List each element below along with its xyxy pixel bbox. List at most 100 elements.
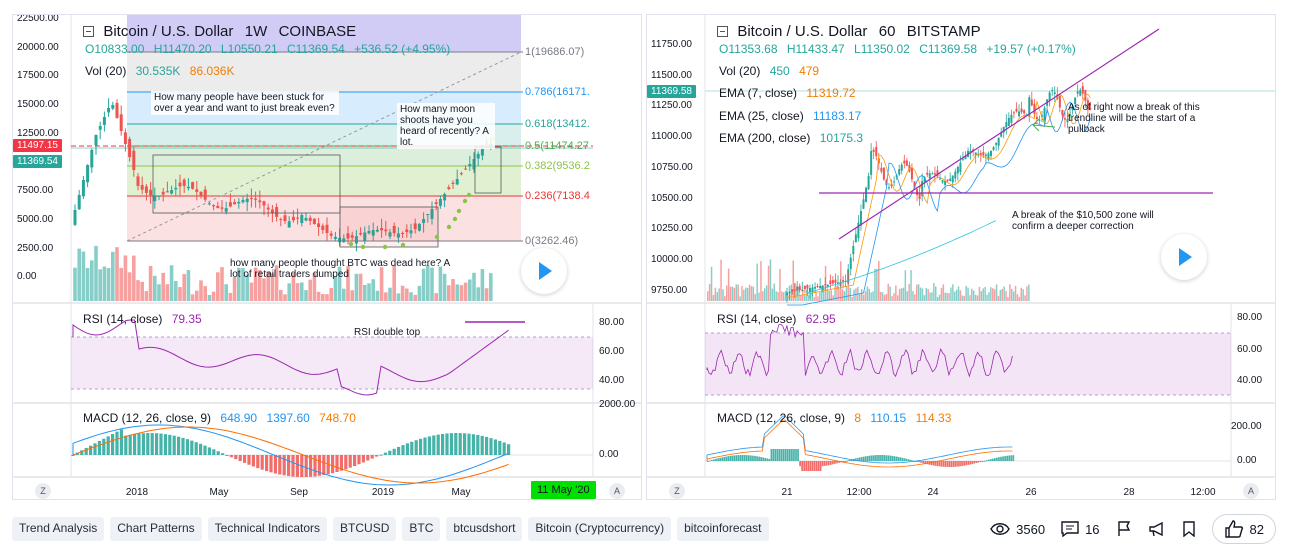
share-button[interactable] xyxy=(1148,521,1166,537)
candle-body xyxy=(380,228,384,231)
macd-histogram-bar xyxy=(965,461,967,466)
candle-body xyxy=(262,201,266,206)
note-moon[interactable]: How many moon shoots have you heard of r… xyxy=(397,103,495,149)
candle-body xyxy=(898,169,901,175)
chart-panel-left[interactable]: Bitcoin / U.S. Dollar 1W COINBASE O10833… xyxy=(12,14,642,500)
macd-value-1: 8 xyxy=(854,411,862,425)
macd-histogram-bar xyxy=(181,437,185,455)
macd-histogram-bar xyxy=(998,457,1000,461)
play-icon[interactable] xyxy=(521,248,567,294)
volume-bar xyxy=(845,286,848,301)
note-trendline[interactable]: As of right now a break of this trendlin… xyxy=(1068,102,1200,135)
macd-histogram-bar xyxy=(866,455,869,461)
candle-body xyxy=(182,179,186,186)
macd-histogram-bar xyxy=(476,434,480,455)
comments-button[interactable]: 16 xyxy=(1061,521,1100,537)
volume-bar xyxy=(718,288,720,301)
macd-histogram-bar xyxy=(959,461,961,467)
macd-histogram-bar xyxy=(278,455,282,475)
candle-body xyxy=(165,191,169,193)
chart-panel-right[interactable]: Bitcoin / U.S. Dollar 60 BITSTAMP O11353… xyxy=(646,14,1276,500)
volume-bar xyxy=(1009,284,1011,301)
candle-body xyxy=(1012,112,1015,114)
tag[interactable]: Technical Indicators xyxy=(207,517,328,541)
macd-value-3: 114.33 xyxy=(915,411,952,425)
like-button[interactable]: 82 xyxy=(1211,514,1276,544)
macd-histogram-bar xyxy=(811,461,814,471)
macd-histogram-bar xyxy=(397,446,401,455)
volume-bar xyxy=(165,284,170,301)
macd-histogram-bar xyxy=(119,429,123,455)
tag[interactable]: bitcoinforecast xyxy=(677,517,769,541)
volume-bar xyxy=(287,283,291,301)
tag[interactable]: BTC xyxy=(402,517,441,541)
candle-body xyxy=(926,172,929,175)
volume-bar xyxy=(722,289,724,301)
candle-body xyxy=(1071,105,1074,111)
volume-bar xyxy=(885,293,888,301)
volume-bar xyxy=(232,276,237,301)
play-icon[interactable] xyxy=(1161,234,1207,280)
tag[interactable]: Trend Analysis xyxy=(12,517,105,541)
price-tick: 10000.00 xyxy=(651,253,693,265)
macd-histogram-bar xyxy=(304,455,308,477)
volume-bar xyxy=(828,290,831,301)
volume-bar xyxy=(1018,296,1021,301)
collapse-icon[interactable] xyxy=(83,26,94,37)
chart-canvas-right[interactable] xyxy=(647,15,1276,500)
candle-body xyxy=(1030,99,1033,106)
ohlc-open: O10833.00 xyxy=(85,42,145,56)
flag-button[interactable] xyxy=(1116,521,1132,537)
ema25-legend: EMA (25, close) 11183.17 xyxy=(719,109,861,123)
candle-body xyxy=(834,279,837,283)
tag[interactable]: Bitcoin (Cryptocurrency) xyxy=(528,517,672,541)
tag[interactable]: btcusdshort xyxy=(446,517,523,541)
zoom-icon[interactable]: Z xyxy=(669,483,685,499)
tag[interactable]: BTCUSD xyxy=(333,517,397,541)
zoom-icon[interactable]: Z xyxy=(35,483,51,499)
note-dead[interactable]: how many people thought BTC was dead her… xyxy=(230,258,450,280)
candle-body xyxy=(119,114,123,131)
macd-histogram-bar xyxy=(743,455,746,461)
auto-scale-icon[interactable]: A xyxy=(1243,483,1259,499)
volume-bar xyxy=(342,288,346,301)
macd-histogram-bar xyxy=(797,449,799,461)
candle-body xyxy=(982,152,985,156)
auto-scale-icon[interactable]: A xyxy=(609,483,625,499)
volume-bar xyxy=(813,296,815,301)
note-zone[interactable]: A break of the $10,500 zone will confirm… xyxy=(1012,210,1154,232)
volume-bar xyxy=(707,291,709,301)
volume-bar xyxy=(463,282,468,301)
bookmark-button[interactable] xyxy=(1182,521,1196,537)
volume-bar xyxy=(178,287,182,301)
macd-histogram-bar xyxy=(955,461,957,467)
macd-histogram-bar xyxy=(234,455,238,460)
volume-bar xyxy=(312,272,317,301)
macd-histogram-bar xyxy=(287,455,291,477)
macd-histogram-bar xyxy=(331,455,335,474)
volume-bar xyxy=(102,266,107,301)
volume-bar xyxy=(413,294,417,301)
macd-histogram-bar xyxy=(265,455,269,472)
volume-bar xyxy=(940,287,943,301)
tag[interactable]: Chart Patterns xyxy=(110,517,202,541)
macd-histogram-bar xyxy=(731,455,734,461)
candle-body xyxy=(974,152,977,156)
macd-histogram-bar xyxy=(102,438,106,455)
candle-body xyxy=(1020,108,1023,113)
macd-histogram-bar xyxy=(758,456,760,461)
macd-histogram-bar xyxy=(507,444,511,455)
volume-bar xyxy=(783,292,785,301)
volume-bar xyxy=(274,265,279,301)
date-pill: 11 May '20 xyxy=(531,481,596,499)
collapse-icon[interactable] xyxy=(717,26,728,37)
candle-body xyxy=(814,287,817,289)
candle-body xyxy=(405,229,409,233)
volume-bar xyxy=(935,286,937,301)
macd-histogram-bar xyxy=(819,461,822,471)
candle-body xyxy=(946,179,949,181)
volume-bar xyxy=(106,268,111,301)
note-rsi-double-top[interactable]: RSI double top xyxy=(354,327,421,338)
volume-bar xyxy=(392,265,396,301)
note-stuck[interactable]: How many people have been stuck for over… xyxy=(151,91,339,115)
